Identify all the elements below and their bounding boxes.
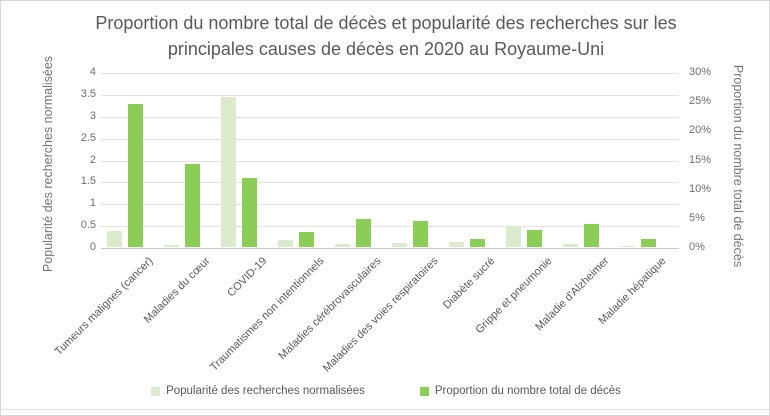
bar-death-proportion [470,239,485,247]
x-axis-category-label: Maladies cérébrovasculaires [276,255,384,363]
gridline [101,138,679,140]
left-axis-tick: 0.5 [80,219,96,232]
left-axis-tick: 1 [89,197,96,210]
x-axis-category-label: Diabète sucré [441,255,498,312]
bar-death-proportion [356,219,371,247]
left-axis-tick: 2.5 [80,131,96,144]
x-axis-category-label: Grippe et pneumonie [473,255,555,337]
bar-death-proportion [299,231,314,247]
left-axis-tick: 1.5 [80,175,96,188]
legend-label: Proportion du nombre total de décès [434,385,621,397]
x-axis-labels: Tumeurs malignes (cancer) Maladies du cœu… [53,255,679,375]
bar-search-popularity [620,245,635,247]
chart-title: Proportion du nombre total de décès et p… [95,13,677,59]
right-axis-tick: 10% [689,182,712,195]
left-axis-tick: 4 [89,66,96,78]
bar-death-proportion [128,103,143,247]
x-axis-category-label: Traumatismes non intentionnels [208,255,327,374]
left-axis-title: Popularité des recherches normalisées [41,55,55,273]
bar-search-popularity [164,244,179,247]
bar-search-popularity [278,240,293,247]
gridline [101,182,679,184]
x-axis-category-label: Maladie d'Alzheimer [533,255,612,334]
left-axis-tick: 2 [89,153,96,166]
bar-death-proportion [584,224,599,247]
gridline [101,116,679,118]
bar-search-popularity [506,226,521,247]
x-axis-category-label: Maladies du cœur [141,255,213,326]
bar-search-popularity [107,230,122,247]
left-axis-tick: 3 [89,109,96,122]
left-axis-tick: 0 [89,241,96,253]
x-axis-category-label: Maladie hépatique [596,255,669,328]
bar-death-proportion [185,163,200,247]
right-axis-tick: 25% [689,95,712,108]
bar-search-popularity [392,243,407,247]
left-axis-tick: 3.5 [80,87,96,100]
bar-death-proportion [641,239,656,247]
x-axis-category-label: COVID-19 [225,255,270,300]
x-axis-category-label: Tumeurs malignes (cancer) [52,255,156,358]
bar-search-popularity [449,242,464,247]
plot-area [101,73,679,249]
bar-death-proportion [242,178,257,247]
legend-swatch-icon [419,386,429,396]
gridline [101,160,679,162]
right-axis-tick: 20% [689,124,712,137]
right-axis-tick: 15% [689,153,712,166]
right-axis-tick: 0% [689,241,705,253]
gridline [101,73,679,74]
right-axis-tick: 5% [689,211,705,224]
gridline [101,94,679,96]
right-axis-tick: 30% [689,66,712,78]
bar-search-popularity [221,97,236,247]
right-axis-title: Proportion du nombre total de décès [731,64,745,268]
bar-search-popularity [563,244,578,247]
legend-item: Proportion du nombre total de décès [419,385,621,397]
gridline [101,226,679,228]
legend: Popularité des recherches normalisées Pro… [1,385,769,397]
bottom-divider [1,409,769,410]
legend-item: Popularité des recherches normalisées [151,385,365,397]
gridline [101,204,679,206]
legend-label: Popularité des recherches normalisées [166,385,365,397]
x-axis-category-label: Maladies des voies respiratoires [320,255,441,375]
x-axis-line [101,248,679,249]
bar-death-proportion [413,220,428,247]
bar-search-popularity [335,244,350,247]
legend-swatch-icon [151,386,161,396]
bar-death-proportion [527,229,542,247]
